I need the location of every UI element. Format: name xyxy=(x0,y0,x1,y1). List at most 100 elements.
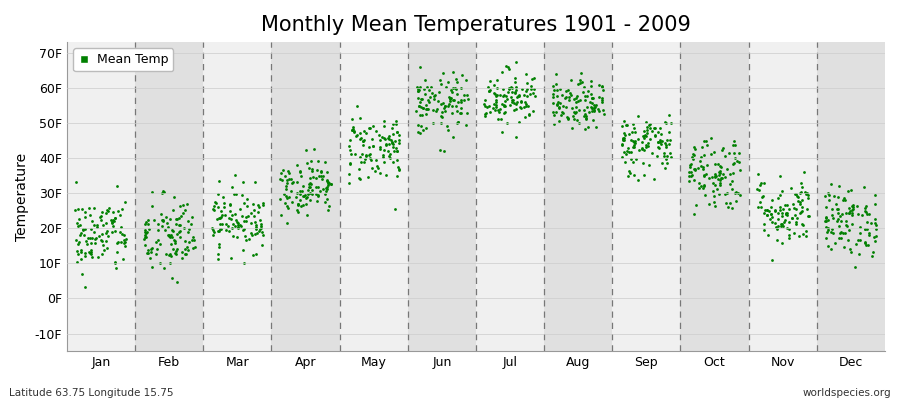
Point xyxy=(620,148,634,154)
Point xyxy=(837,230,851,236)
Point xyxy=(858,226,872,232)
Point xyxy=(168,221,183,227)
Point xyxy=(112,229,127,235)
Point xyxy=(751,170,765,177)
Point xyxy=(499,92,513,99)
Point xyxy=(572,107,587,114)
Point xyxy=(724,200,738,206)
Point xyxy=(868,232,883,239)
Point xyxy=(449,103,464,109)
Point xyxy=(309,190,323,197)
Point xyxy=(864,220,878,226)
Point xyxy=(84,246,98,253)
Point xyxy=(374,170,388,176)
Point xyxy=(303,184,318,191)
Point xyxy=(448,85,463,92)
Point xyxy=(320,178,335,184)
Point xyxy=(163,216,177,222)
Point xyxy=(314,168,328,175)
Point xyxy=(756,193,770,199)
Point xyxy=(164,253,178,259)
Point xyxy=(143,255,157,262)
Point xyxy=(300,212,314,218)
Point xyxy=(382,153,396,159)
Point xyxy=(140,229,155,235)
Point xyxy=(206,227,220,233)
Point xyxy=(280,203,294,209)
Point xyxy=(230,218,244,225)
Point xyxy=(629,156,643,162)
Point xyxy=(504,84,518,90)
Point xyxy=(580,88,595,94)
Point xyxy=(713,182,727,188)
Point xyxy=(711,160,725,167)
Point xyxy=(587,102,601,108)
Point xyxy=(765,214,779,220)
Point xyxy=(321,203,336,209)
Point xyxy=(718,191,733,197)
Point xyxy=(410,94,425,101)
Point xyxy=(178,251,193,258)
Point xyxy=(362,124,376,131)
Point xyxy=(373,144,387,151)
Point xyxy=(791,233,806,239)
Point xyxy=(585,95,599,101)
Point xyxy=(74,230,88,237)
Point xyxy=(724,178,739,184)
Point xyxy=(518,114,533,120)
Point xyxy=(313,188,328,194)
Point xyxy=(346,129,361,136)
Point xyxy=(514,98,528,104)
Bar xyxy=(272,42,339,351)
Point xyxy=(752,186,766,193)
Point xyxy=(839,218,853,224)
Point xyxy=(580,113,594,120)
Point xyxy=(299,201,313,207)
Point xyxy=(290,162,304,168)
Point xyxy=(788,220,803,227)
Point xyxy=(661,152,675,159)
Point xyxy=(545,82,560,89)
Point xyxy=(770,223,785,229)
Point xyxy=(841,188,855,194)
Point xyxy=(343,137,357,144)
Point xyxy=(517,104,531,110)
Point xyxy=(624,156,638,162)
Point xyxy=(320,178,335,185)
Point xyxy=(175,248,189,255)
Point xyxy=(224,216,238,222)
Point xyxy=(496,93,510,99)
Point xyxy=(637,171,652,178)
Point xyxy=(772,173,787,179)
Point xyxy=(841,222,855,229)
Point xyxy=(173,222,187,229)
Point xyxy=(417,86,431,92)
Point xyxy=(392,166,406,172)
Point xyxy=(640,127,654,133)
Point xyxy=(346,126,360,132)
Point xyxy=(445,110,459,116)
Point xyxy=(212,244,226,251)
Point xyxy=(562,94,576,100)
Point xyxy=(318,159,332,166)
Point xyxy=(112,212,127,218)
Point xyxy=(662,112,676,118)
Point xyxy=(528,93,543,100)
Point xyxy=(782,206,796,212)
Point xyxy=(819,204,833,210)
Point xyxy=(414,122,428,129)
Point xyxy=(165,234,179,240)
Point xyxy=(796,196,810,203)
Point xyxy=(148,217,162,224)
Point xyxy=(108,215,122,222)
Point xyxy=(94,217,108,224)
Point xyxy=(341,180,356,186)
Point xyxy=(699,162,714,168)
Point xyxy=(716,147,730,154)
Point xyxy=(363,125,377,132)
Point xyxy=(187,244,202,250)
Point xyxy=(374,134,389,140)
Point xyxy=(162,252,176,258)
Point xyxy=(69,248,84,254)
Point xyxy=(638,142,652,148)
